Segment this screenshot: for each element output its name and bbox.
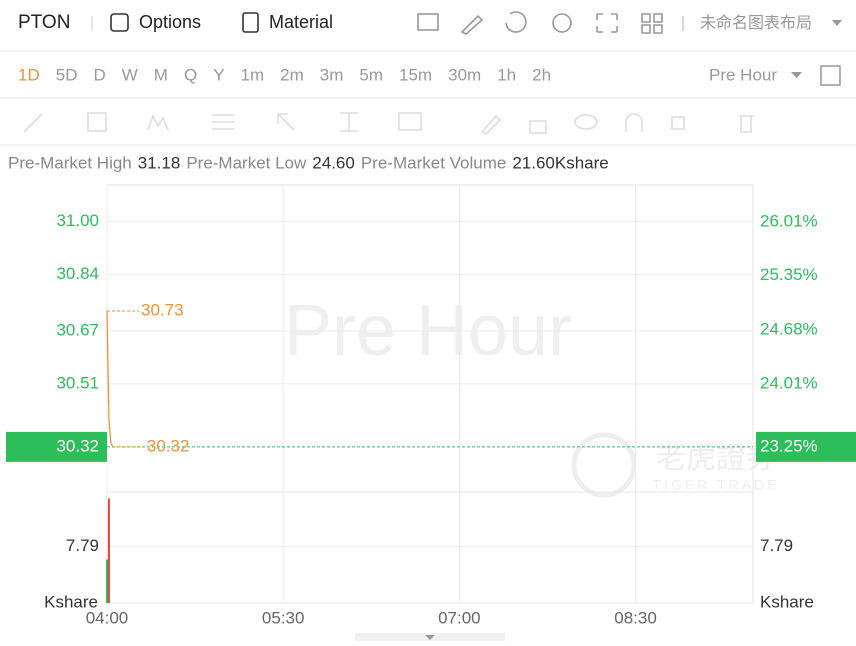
- info-label: Pre-Market Low: [186, 153, 307, 172]
- info-value: 24.60: [312, 153, 355, 172]
- info-value: 31.18: [138, 153, 181, 172]
- fullscreen-icon[interactable]: [820, 65, 841, 86]
- tool[interactable]: [625, 113, 643, 132]
- x-tick-label: 07:00: [438, 608, 481, 627]
- icon[interactable]: [552, 13, 572, 33]
- y-tick-label: 30.84: [56, 264, 99, 283]
- info-value: 21.60Kshare: [512, 153, 608, 172]
- y2-tick-label: 26.01%: [760, 212, 818, 231]
- y2-tick-label: 24.01%: [760, 374, 818, 393]
- volume-bar: [107, 498, 110, 603]
- tool[interactable]: [87, 112, 107, 132]
- x-tick-label: 05:30: [262, 608, 305, 627]
- period-tab[interactable]: 2h: [532, 65, 551, 84]
- brand-en: TIGER TRADE: [653, 477, 780, 493]
- tool[interactable]: [340, 112, 358, 132]
- y2-tick-label: 25.35%: [760, 265, 818, 284]
- annotation-label: 30.73: [141, 300, 184, 319]
- plot-frame: [106, 184, 754, 604]
- price-line: [106, 310, 114, 448]
- period-tab[interactable]: 15m: [399, 65, 432, 84]
- dropdown-arrow: [791, 72, 802, 78]
- icon[interactable]: [641, 13, 663, 34]
- dropdown-arrow: [832, 20, 842, 26]
- y-tick-label: 31.00: [56, 211, 99, 230]
- period-tab[interactable]: Q: [184, 65, 197, 84]
- info-line: Pre-Market High 31.18 Pre-Market Low 24.60 P…: [8, 153, 609, 172]
- drawing-tools: [23, 112, 754, 135]
- last-pct-box: [756, 431, 856, 462]
- symbol[interactable]: PTON: [18, 12, 70, 33]
- tool[interactable]: [671, 116, 685, 130]
- tool[interactable]: [147, 113, 169, 131]
- toolbar-icons: [417, 11, 684, 35]
- period-tab[interactable]: 3m: [320, 65, 344, 84]
- volume-tick-label: 7.79: [66, 536, 99, 555]
- icon[interactable]: [505, 11, 527, 33]
- last-pct-label: 23.25%: [760, 436, 818, 455]
- icon[interactable]: [596, 13, 618, 33]
- y-tick-label: 30.51: [56, 373, 99, 392]
- period-tab[interactable]: Y: [213, 65, 224, 84]
- info-label: Pre-Market High: [8, 153, 132, 172]
- period-tab[interactable]: M: [154, 65, 168, 84]
- tool[interactable]: [738, 115, 754, 133]
- period-tab[interactable]: 5D: [56, 65, 78, 84]
- last-price-label: 30.32: [56, 436, 99, 455]
- info-label: Pre-Market Volume: [361, 153, 507, 172]
- annotation-label: 30.32: [147, 436, 190, 455]
- volume-unit: Kshare: [44, 592, 98, 611]
- period-tab[interactable]: 1m: [241, 65, 265, 84]
- x-tick-label: 04:00: [86, 608, 129, 627]
- tool[interactable]: [212, 114, 234, 130]
- layout-select[interactable]: 未命名图表布局: [700, 14, 812, 32]
- x-tick-label: 08:30: [614, 608, 657, 627]
- period-bar: 1D 5D D W M Q Y 1m 2m 3m 5m 15m 30m 1h 2h: [18, 65, 551, 84]
- scroll-arrow: [425, 635, 435, 640]
- period-tab[interactable]: 2m: [280, 65, 304, 84]
- tool[interactable]: [529, 120, 547, 134]
- icon[interactable]: [417, 13, 439, 31]
- session-select[interactable]: Pre Hour: [709, 65, 777, 84]
- period-tab[interactable]: 5m: [359, 65, 383, 84]
- volume-bar: [106, 559, 108, 603]
- tool[interactable]: [277, 113, 295, 131]
- tool[interactable]: [574, 114, 598, 130]
- period-tab[interactable]: 1h: [497, 65, 516, 84]
- y-tick-label: 30.67: [56, 320, 99, 339]
- period-tab[interactable]: 1D: [18, 65, 40, 84]
- tool[interactable]: [398, 112, 422, 131]
- period-tab[interactable]: D: [93, 65, 105, 84]
- icon[interactable]: [460, 14, 484, 35]
- material-button[interactable]: Material: [269, 12, 333, 32]
- volume-unit: Kshare: [760, 592, 814, 611]
- volume-tick-label: 7.79: [760, 536, 793, 555]
- options-icon[interactable]: [110, 13, 129, 32]
- period-tab[interactable]: W: [122, 65, 138, 84]
- material-icon[interactable]: [242, 12, 259, 33]
- y2-tick-label: 24.68%: [760, 319, 818, 338]
- period-tab[interactable]: 30m: [448, 65, 481, 84]
- brand-logo: [571, 432, 637, 498]
- options-button[interactable]: Options: [139, 12, 201, 32]
- last-price-box: [6, 431, 107, 462]
- tool[interactable]: [480, 114, 502, 135]
- tool[interactable]: [23, 113, 43, 133]
